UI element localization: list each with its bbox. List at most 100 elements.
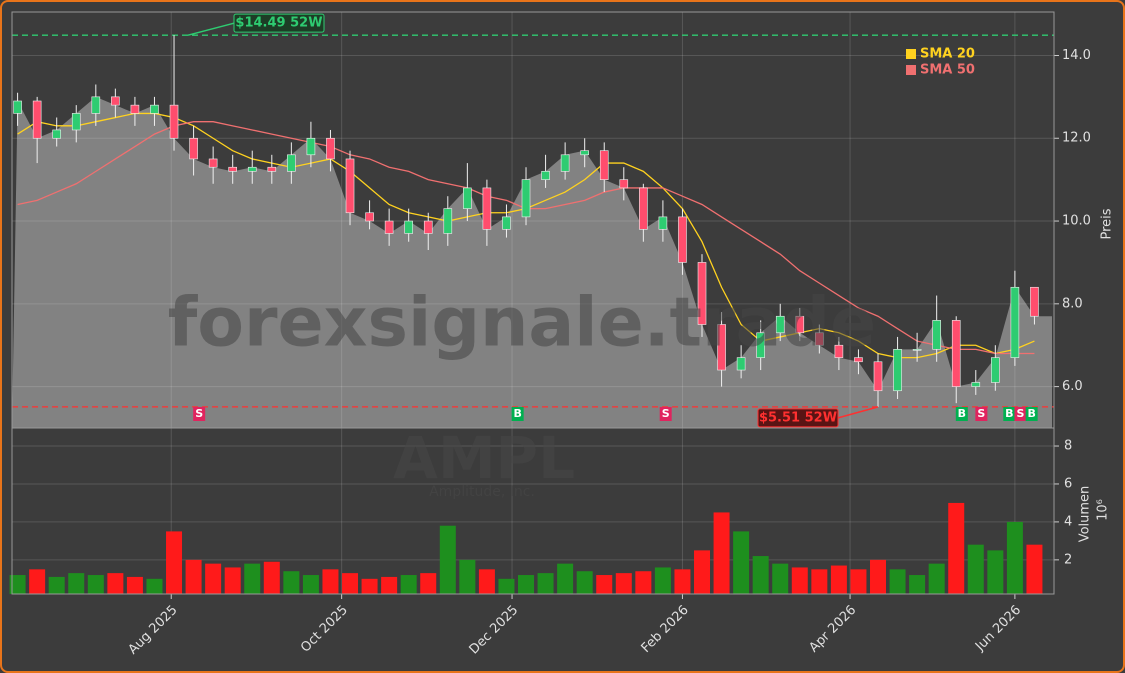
volume-bar (107, 573, 124, 594)
volume-bar (283, 571, 300, 594)
candle-body (697, 262, 707, 325)
x-tick-label: Oct 2025 (298, 603, 351, 656)
signal-label: B (1005, 407, 1013, 420)
watermark: AMPL (393, 424, 575, 492)
signal-label: B (1027, 407, 1035, 420)
volume-bar (244, 563, 261, 594)
volume-bar (635, 571, 652, 594)
candle-body (463, 187, 472, 209)
candle-body (71, 113, 81, 131)
volume-bar (615, 573, 632, 594)
candle-body (854, 357, 863, 363)
volume-bar (967, 544, 984, 594)
volume-bar (791, 567, 808, 594)
volume-bar (811, 569, 828, 594)
y-axis-label: Volumen (1078, 486, 1093, 543)
candle-body (189, 137, 198, 160)
candle-body (247, 166, 257, 172)
signal-marker (955, 407, 968, 421)
candle-body (580, 150, 589, 156)
volume-bar (576, 571, 593, 594)
candle-body (365, 212, 374, 222)
candle-body (658, 216, 668, 230)
candle-body (932, 320, 941, 350)
y-tick-label: 6.0 (1062, 379, 1083, 394)
candle-body (345, 158, 355, 214)
volume-bar (420, 573, 437, 594)
candle-body (502, 216, 511, 230)
annotation-box (757, 408, 839, 428)
candle-body (228, 166, 237, 172)
volume-bar (68, 573, 85, 594)
candle-body (815, 332, 824, 346)
annotation-arrow (187, 22, 235, 36)
volume-bar (478, 569, 495, 594)
candle-body (678, 216, 687, 263)
volume-bar (713, 512, 730, 594)
volume-bar (1006, 521, 1023, 594)
volume-bar (850, 569, 867, 594)
candle-body (423, 220, 433, 234)
volume-bar (909, 575, 926, 594)
volume-bar (381, 576, 398, 594)
volume-bar (694, 550, 711, 594)
signal-label: S (1017, 407, 1025, 420)
candle-body (619, 179, 629, 189)
volume-bar (439, 525, 456, 594)
legend-swatch (906, 49, 916, 59)
signal-label: S (977, 407, 985, 420)
y-tick-label: 14.0 (1062, 48, 1091, 63)
volume-bar (654, 567, 671, 594)
signal-marker (975, 407, 988, 421)
volume-bar (830, 565, 847, 594)
candle-body (1010, 286, 1020, 358)
volume-bar (889, 569, 906, 594)
volume-bar (205, 563, 222, 594)
candle-body (541, 171, 550, 180)
candle-body (32, 100, 42, 139)
candle-body (384, 220, 394, 234)
y-tick-label: 2 (1064, 552, 1072, 567)
candle-body (326, 137, 335, 160)
candle-body (560, 154, 570, 172)
volume-bar (126, 576, 143, 594)
candle-body (873, 361, 883, 392)
volume-bar (263, 561, 280, 594)
x-tick-label: Jun 2026 (972, 603, 1024, 655)
y-tick-label: 12.0 (1062, 131, 1091, 146)
candle-body (639, 187, 648, 230)
candle-body (971, 382, 981, 387)
signal-label: S (662, 407, 670, 420)
legend-label: SMA 50 (920, 63, 975, 78)
candle-body (482, 187, 492, 230)
candle-body (287, 154, 296, 172)
x-tick-label: Dec 2025 (467, 603, 522, 658)
volume-bar (342, 573, 359, 594)
candle-body (834, 344, 844, 358)
volume-bar (498, 578, 515, 594)
signal-label: B (958, 407, 966, 420)
volume-bar (987, 550, 1004, 594)
axis-offset-label: 10⁶ (1096, 499, 1111, 521)
y-axis-label: Preis (1100, 208, 1115, 239)
candle-body (443, 208, 453, 234)
signal-marker (511, 407, 524, 421)
volume-bar (948, 502, 965, 594)
plot-frame (11, 427, 1055, 595)
candle-body (169, 104, 179, 139)
volume-bar (48, 576, 65, 594)
volume-bar (674, 569, 691, 594)
volume-bar (29, 569, 46, 594)
candle-body (893, 349, 902, 392)
candle-body (52, 129, 61, 139)
volume-bar (537, 573, 554, 594)
volume-bar (752, 556, 769, 594)
volume-bar (302, 575, 319, 594)
signal-marker (1014, 407, 1027, 421)
volume-bar (166, 531, 183, 594)
volume-bar (733, 531, 750, 594)
candle-body (267, 166, 277, 172)
candle-body (91, 96, 101, 114)
annotation-box (233, 13, 325, 33)
